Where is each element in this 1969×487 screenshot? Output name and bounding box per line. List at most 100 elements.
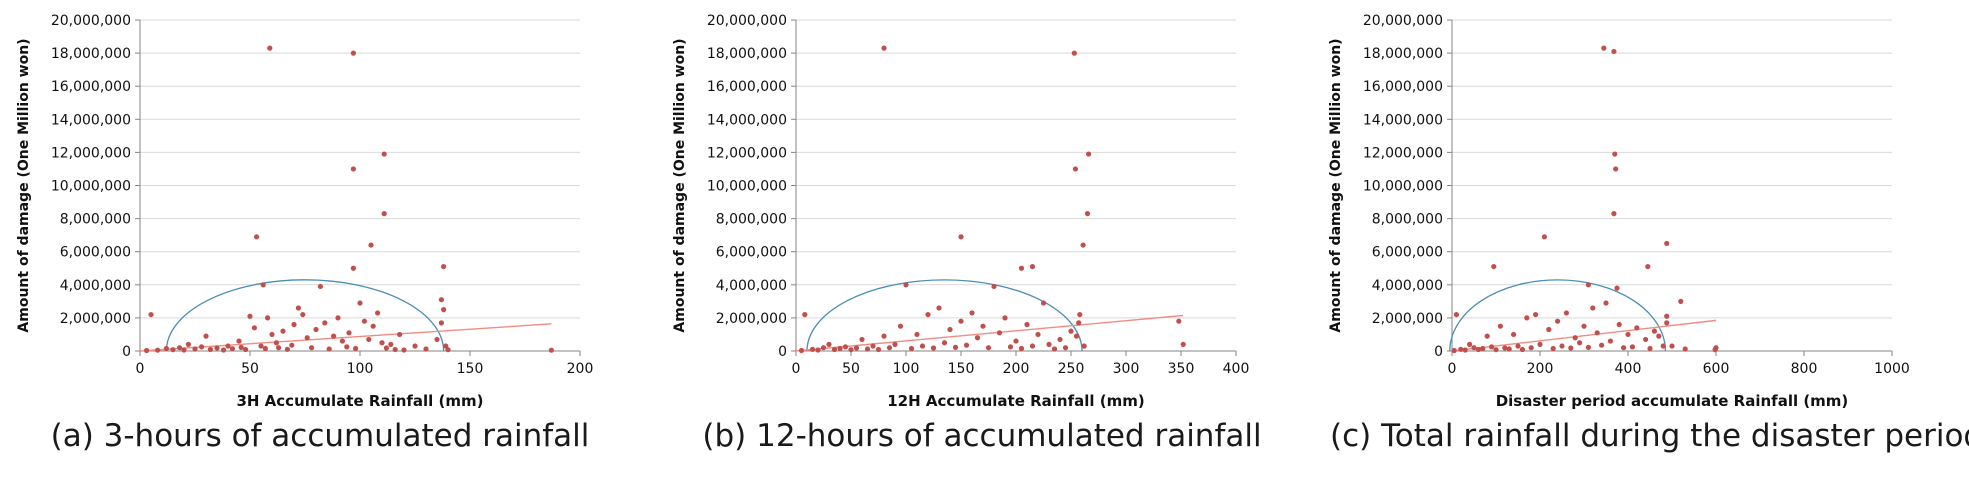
data-point xyxy=(1537,341,1543,347)
data-point xyxy=(344,344,350,350)
data-point xyxy=(1541,234,1547,240)
data-point xyxy=(163,345,169,352)
data-point xyxy=(295,305,301,311)
data-point xyxy=(1086,151,1092,157)
y-tick-label: 20,000,000 xyxy=(707,13,787,29)
data-point xyxy=(996,330,1003,336)
data-point xyxy=(412,343,418,349)
y-tick-label: 14,000,000 xyxy=(51,112,131,128)
data-point xyxy=(207,346,213,353)
data-point xyxy=(1035,331,1041,338)
data-point xyxy=(1607,338,1613,344)
annotation-ellipse xyxy=(165,279,445,352)
x-tick-label: 300 xyxy=(1113,361,1140,377)
y-tick-label: 8,000,000 xyxy=(716,212,787,228)
data-point xyxy=(350,265,356,271)
data-point xyxy=(353,345,359,352)
data-point xyxy=(368,242,374,248)
data-point xyxy=(1664,320,1670,326)
data-point xyxy=(229,346,235,352)
data-point xyxy=(326,346,332,352)
data-point xyxy=(401,347,407,353)
data-point xyxy=(280,328,286,334)
data-point xyxy=(388,341,394,347)
data-point xyxy=(247,313,253,319)
data-point xyxy=(185,341,191,347)
data-point xyxy=(203,333,209,339)
data-point xyxy=(1073,333,1080,339)
y-tick-label: 10,000,000 xyxy=(51,179,131,195)
data-point xyxy=(1590,305,1596,311)
data-point xyxy=(1594,330,1600,336)
data-point xyxy=(1471,345,1477,351)
y-tick-label: 4,000,000 xyxy=(716,278,787,294)
data-point xyxy=(313,326,319,333)
data-point xyxy=(273,340,279,346)
data-point xyxy=(225,343,231,349)
data-point xyxy=(1599,342,1605,348)
data-point xyxy=(1555,318,1561,324)
data-point xyxy=(238,344,244,350)
chart-panel-b: 0 2,000,000 4,000,000 6,000,000 8,000,000 10,… xyxy=(656,0,1312,410)
scatter-chart-a: 0 2,000,000 4,000,000 6,000,000 8,000,000 10,… xyxy=(16,13,593,410)
trendline xyxy=(795,314,1184,352)
data-point xyxy=(199,344,205,350)
data-point xyxy=(875,346,882,353)
x-tick-label: 200 xyxy=(1003,361,1030,377)
y-tick-label: 6,000,000 xyxy=(716,245,787,261)
chart-panel-c: 0 2,000,000 4,000,000 6,000,000 8,000,000 10,… xyxy=(1312,0,1968,410)
data-point xyxy=(1528,345,1534,351)
data-point xyxy=(423,346,429,352)
trendline xyxy=(1451,319,1717,352)
data-point xyxy=(1651,328,1657,334)
data-point xyxy=(438,320,444,326)
y-tick-label: 18,000,000 xyxy=(51,46,131,62)
x-tick-label: 100 xyxy=(347,361,374,377)
data-point xyxy=(1467,341,1473,347)
y-tick-label: 20,000,000 xyxy=(1363,13,1443,29)
data-point xyxy=(1497,323,1503,329)
data-point xyxy=(1682,346,1688,352)
data-point xyxy=(350,50,356,56)
x-tick-label: 200 xyxy=(1527,361,1554,377)
data-point xyxy=(548,347,555,353)
data-point xyxy=(991,283,997,290)
data-point xyxy=(443,343,449,349)
x-tick-label: 400 xyxy=(1615,361,1642,377)
y-tick-label: 0 xyxy=(778,344,787,360)
y-tick-label: 14,000,000 xyxy=(1363,112,1443,128)
data-point xyxy=(1524,315,1530,321)
y-tick-label: 2,000,000 xyxy=(716,311,787,327)
data-point xyxy=(1519,346,1525,353)
data-point xyxy=(383,345,389,351)
x-tick-label: 150 xyxy=(948,361,975,377)
data-point xyxy=(267,45,273,51)
y-tick-label: 10,000,000 xyxy=(707,179,787,195)
y-tick-label: 16,000,000 xyxy=(51,79,131,95)
data-point xyxy=(1712,347,1718,353)
x-tick-label: 350 xyxy=(1168,361,1195,377)
data-point xyxy=(1480,345,1486,352)
data-point xyxy=(1664,240,1670,247)
data-point xyxy=(1458,346,1464,352)
data-point xyxy=(1533,311,1539,318)
data-point xyxy=(392,346,398,353)
data-point xyxy=(859,336,865,343)
data-point xyxy=(1669,343,1675,349)
data-point xyxy=(864,346,871,352)
data-point xyxy=(317,283,323,290)
data-point xyxy=(1057,336,1063,343)
data-point xyxy=(381,211,387,217)
data-point xyxy=(289,342,295,348)
data-point xyxy=(974,335,981,341)
data-point xyxy=(1491,263,1497,270)
data-point xyxy=(375,310,381,316)
x-tick-label: 0 xyxy=(1448,361,1457,377)
data-point xyxy=(170,347,176,353)
data-point xyxy=(441,307,447,313)
data-point xyxy=(438,297,444,303)
x-tick-label: 800 xyxy=(1791,361,1818,377)
data-point xyxy=(908,345,915,352)
data-point xyxy=(251,325,257,331)
data-point xyxy=(980,323,986,329)
